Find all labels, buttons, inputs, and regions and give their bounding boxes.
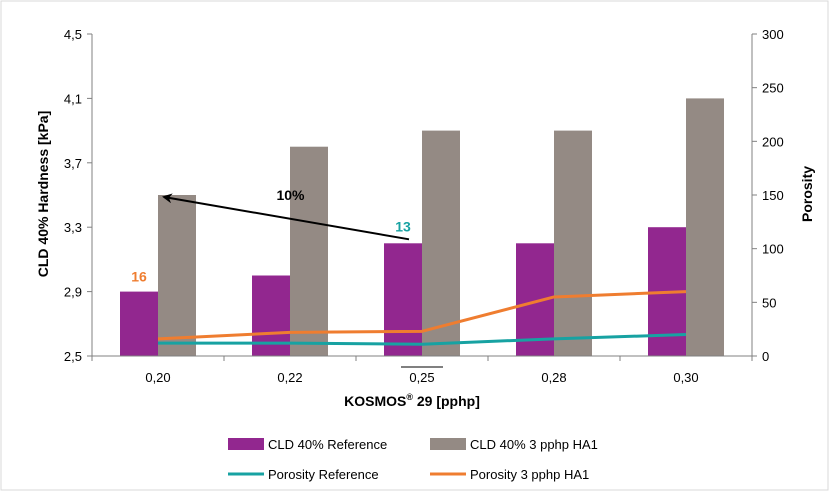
y2-axis-title: Porosity (799, 166, 815, 222)
series-line (157, 290, 687, 341)
legend: CLD 40% Reference CLD 40% 3 pphp HA1 Poros… (228, 437, 598, 482)
x-tick-label: 0,28 (541, 370, 566, 385)
x-axis-title-main: KOSMOS (344, 393, 406, 409)
y-tick-label: 3,7 (64, 156, 82, 171)
y2-tick-label: 150 (762, 188, 784, 203)
y2-tick-label: 200 (762, 134, 784, 149)
y2-tick-label: 0 (762, 349, 769, 364)
x-axis-title-rest: 29 [pphp] (413, 393, 480, 409)
series-line (158, 333, 687, 346)
legend-label: Porosity Reference (268, 467, 379, 482)
legend-swatch (228, 438, 264, 450)
x-tick-label: 0,30 (673, 370, 698, 385)
bar (290, 146, 328, 356)
y2-tick-label: 300 (762, 27, 784, 42)
legend-label: CLD 40% 3 pphp HA1 (470, 437, 598, 452)
bar (120, 291, 158, 356)
y-tick-label: 3,3 (64, 220, 82, 235)
x-tick-label: 0,22 (277, 370, 302, 385)
legend-swatch (430, 438, 466, 450)
legend-label: CLD 40% Reference (268, 437, 387, 452)
x-axis-title-sup: ® (406, 392, 413, 402)
y-tick-label: 2,9 (64, 285, 82, 300)
x-axis-title: KOSMOS® 29 [pphp] (344, 392, 480, 409)
y2-tick-label: 50 (762, 295, 776, 310)
x-tick-label: 0,20 (145, 370, 170, 385)
annotation-label: 10% (276, 187, 305, 203)
comparison-arrow (162, 193, 410, 241)
y2-tick-label: 100 (762, 242, 784, 257)
legend-label: Porosity 3 pphp HA1 (470, 467, 589, 482)
y-tick-label: 4,5 (64, 27, 82, 42)
bar (158, 195, 196, 356)
annotation-label: 13 (395, 218, 411, 234)
x-tick-label: 0,25 (409, 370, 434, 385)
bar (422, 130, 460, 356)
annotation-label: 16 (131, 269, 147, 285)
bar (554, 130, 592, 356)
y-tick-label: 4,1 (64, 91, 82, 106)
bar (384, 243, 422, 356)
y2-tick-label: 250 (762, 81, 784, 96)
bar (686, 98, 724, 357)
y-tick-label: 2,5 (64, 349, 82, 364)
y-axis-title: CLD 40% Hardness [kPa] (35, 111, 51, 278)
